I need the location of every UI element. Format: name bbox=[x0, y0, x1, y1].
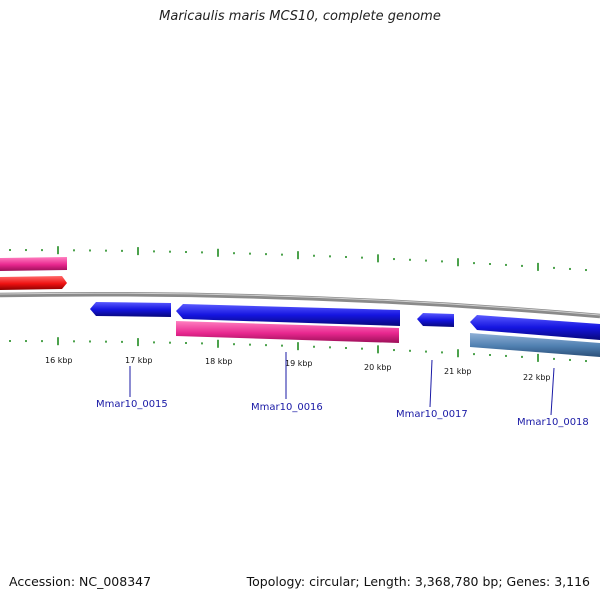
genome-summary: Topology: circular; Length: 3,368,780 bp… bbox=[246, 574, 590, 589]
scale-label-17kbp: 17 kbp bbox=[125, 356, 153, 365]
gene-pink-0016 bbox=[176, 321, 399, 343]
tick-marks-outer bbox=[9, 246, 587, 272]
gene-blue-0015 bbox=[90, 302, 171, 317]
scale-label-21kbp: 21 kbp bbox=[444, 367, 472, 376]
gene-steel-0018 bbox=[470, 333, 600, 357]
gene-label-0017[interactable]: Mmar10_0017 bbox=[396, 409, 468, 420]
scale-label-16kbp: 16 kbp bbox=[45, 356, 73, 365]
scale-label-18kbp: 18 kbp bbox=[205, 357, 233, 366]
gene-pink-left-top bbox=[0, 257, 67, 271]
genome-backbone-highlight bbox=[0, 292, 600, 316]
gene-blue-0018 bbox=[470, 315, 600, 340]
gene-label-0015[interactable]: Mmar10_0015 bbox=[96, 399, 168, 410]
tick-marks-inner bbox=[9, 337, 587, 363]
scale-label-20kbp: 20 kbp bbox=[364, 363, 392, 372]
genome-backbone bbox=[0, 291, 600, 319]
gene-label-0018[interactable]: Mmar10_0018 bbox=[517, 417, 589, 428]
accession-label: Accession: NC_008347 bbox=[9, 574, 152, 589]
leader-line-0018 bbox=[550, 367, 555, 416]
gene-blue-0017 bbox=[417, 313, 454, 327]
map-title: Maricaulis maris MCS10, complete genome bbox=[159, 9, 441, 24]
gene-label-0016[interactable]: Mmar10_0016 bbox=[251, 402, 323, 413]
scale-label-19kbp: 19 kbp bbox=[285, 359, 313, 368]
leader-line-0017 bbox=[429, 359, 433, 408]
gene-blue-0016 bbox=[176, 304, 400, 326]
gene-red-left bbox=[0, 276, 67, 290]
scale-label-22kbp: 22 kbp bbox=[523, 373, 551, 382]
